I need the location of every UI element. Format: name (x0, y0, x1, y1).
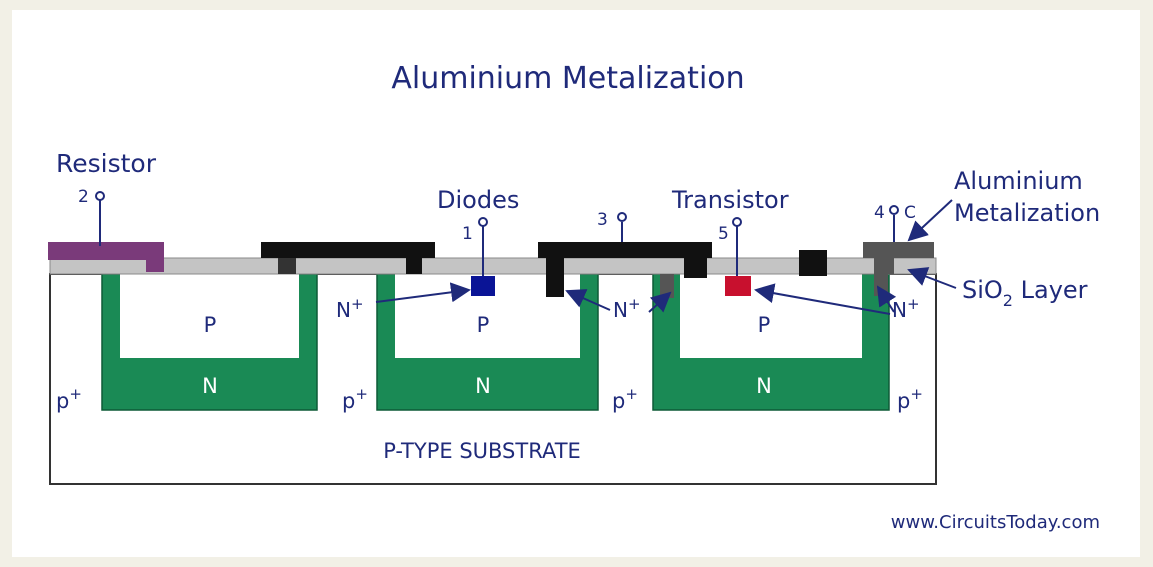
arrow-aluminium-metalization (907, 199, 953, 242)
arrow-n-plus-c (876, 285, 897, 313)
n-well-1-label: N (202, 374, 218, 398)
terminal-3-pin (617, 212, 627, 222)
p-region-1 (120, 274, 299, 358)
sio2-layer (49, 257, 937, 275)
terminal-5-label: 5 (718, 224, 729, 244)
terminal-4-pin (889, 205, 899, 215)
diagram-canvas: Aluminium Metalization (12, 10, 1140, 557)
metal-contact-1 (261, 242, 435, 274)
ic-cross-section-diagram: Aluminium Metalization (48, 61, 1100, 533)
terminal-4-label: 4 (874, 203, 885, 223)
p-region-3 (680, 274, 862, 358)
aluminium-metalization-label-line1: Aluminium (954, 167, 1083, 195)
terminal-2-label: 2 (78, 187, 89, 207)
aluminium-metalization-label-line2: Metalization (954, 199, 1100, 227)
diodes-label: Diodes (437, 186, 519, 214)
diode-n-plus (471, 276, 495, 296)
arrow-n-plus-right (648, 291, 672, 313)
p-plus-label-1: p+ (56, 385, 82, 413)
arrow-sio2-layer (907, 267, 957, 289)
transistor-n-plus (725, 276, 751, 296)
metal-contact-3 (538, 242, 712, 297)
p-region-3-label: P (758, 313, 771, 337)
n-plus-label-left: N+ (613, 295, 641, 322)
p-region-1-label: P (204, 313, 217, 337)
p-plus-label-2: p+ (342, 385, 368, 413)
arrow-diode-n-plus (375, 282, 471, 303)
n-well-3-label: N (756, 374, 772, 398)
terminal-2-pin (95, 191, 105, 201)
n-well-2-label: N (475, 374, 491, 398)
terminal-c-label: C (904, 203, 916, 223)
terminal-1-pin (478, 217, 488, 227)
p-plus-label-3: p+ (612, 385, 638, 413)
n-plus-label-diode: N+ (336, 295, 364, 322)
arrow-transistor-n-plus (754, 283, 891, 315)
metal-contact-4 (863, 242, 934, 274)
terminal-5-pin (732, 217, 742, 227)
resistor-label: Resistor (56, 149, 157, 178)
diagram-title: Aluminium Metalization (391, 61, 744, 96)
p-plus-label-4: p+ (897, 385, 923, 413)
watermark-text: www.CircuitsToday.com (891, 512, 1100, 533)
metal-via-1 (278, 258, 296, 274)
substrate-label: P-TYPE SUBSTRATE (383, 439, 581, 463)
transistor-label: Transistor (671, 186, 789, 214)
terminal-3-label: 3 (597, 210, 608, 230)
metal-block (799, 250, 827, 276)
resistor-metal (48, 242, 164, 272)
arrow-n-plus-left (565, 289, 611, 311)
terminal-1-label: 1 (462, 224, 473, 244)
n-plus-label-right: N+ (892, 295, 920, 322)
well-1 (101, 273, 318, 411)
p-region-2-label: P (477, 313, 490, 337)
sio2-layer-label: SiO2 Layer (962, 276, 1088, 310)
